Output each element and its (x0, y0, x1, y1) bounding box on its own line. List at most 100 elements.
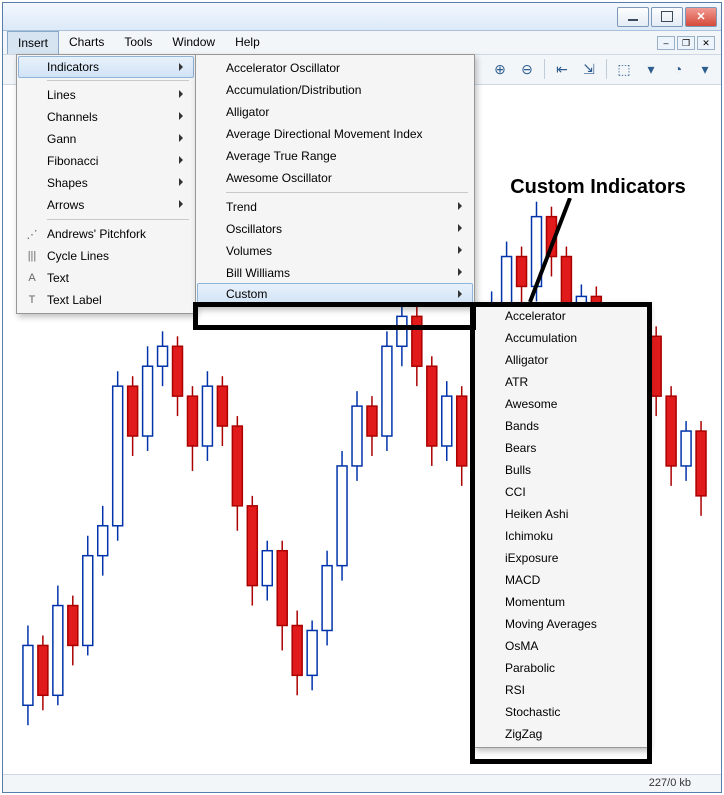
indicators-item-custom[interactable]: Custom (197, 283, 473, 305)
menu-item-label: Ichimoku (505, 529, 553, 543)
insert-item-arrows[interactable]: Arrows (19, 194, 193, 216)
submenu-arrow-icon (458, 202, 466, 210)
indicators-item-awesome-oscillator[interactable]: Awesome Oscillator (198, 167, 472, 189)
close-button[interactable] (685, 7, 717, 27)
insert-item-text-label[interactable]: T Text Label (19, 289, 193, 311)
menu-item-label: iExposure (505, 551, 558, 565)
insert-item-andrews-pitchfork[interactable]: ⋰Andrews' Pitchfork (19, 223, 193, 245)
menu-item-label: Accumulation/Distribution (226, 83, 361, 97)
custom-item-bulls[interactable]: Bulls (477, 459, 645, 481)
titlebar (3, 3, 721, 31)
insert-item-channels[interactable]: Channels (19, 106, 193, 128)
custom-indicators-submenu: AcceleratorAccumulation Alligator ATR Aweso… (474, 302, 648, 748)
menu-tools[interactable]: Tools (114, 31, 162, 54)
menu-item-label: Text (47, 271, 69, 285)
indicators-item-bill-williams[interactable]: Bill Williams (198, 262, 472, 284)
menu-item-label: Parabolic (505, 661, 555, 675)
menu-item-label: Bands (505, 419, 539, 433)
custom-item-rsi[interactable]: RSI (477, 679, 645, 701)
indicators-item-alligator[interactable]: Alligator (198, 101, 472, 123)
shift-icon[interactable]: ⇲ (579, 59, 599, 79)
insert-item-gann[interactable]: Gann (19, 128, 193, 150)
custom-item-momentum[interactable]: Momentum (477, 591, 645, 613)
menubar: InsertChartsToolsWindowHelp (3, 31, 721, 55)
indicators-item-accumulation-distribution[interactable]: Accumulation/Distribution (198, 79, 472, 101)
menu-window[interactable]: Window (162, 31, 225, 54)
indicators-item-average-directional-movement-index[interactable]: Average Directional Movement Index (198, 123, 472, 145)
custom-item-accumulation[interactable]: Accumulation (477, 327, 645, 349)
menu-item-label: Bill Williams (226, 266, 290, 280)
menu-item-label: ZigZag (505, 727, 542, 741)
menu-item-label: MACD (505, 573, 540, 587)
indicators-item-average-true-range[interactable]: Average True Range (198, 145, 472, 167)
custom-item-iexposure[interactable]: iExposure (477, 547, 645, 569)
menu-item-label: Lines (47, 88, 76, 102)
zoom-in-icon[interactable]: ⊕ (490, 59, 510, 79)
periodicity-icon[interactable]: ▾ (641, 59, 661, 79)
menu-item-label: Accelerator Oscillator (226, 61, 340, 75)
minimize-button[interactable] (617, 7, 649, 27)
menu-item-label: Trend (226, 200, 257, 214)
custom-item-ichimoku[interactable]: Ichimoku (477, 525, 645, 547)
custom-item-accelerator[interactable]: Accelerator (477, 305, 645, 327)
insert-item-cycle-lines[interactable]: |||Cycle Lines (19, 245, 193, 267)
menu-help[interactable]: Help (225, 31, 270, 54)
zoom-out-icon[interactable]: ⊖ (517, 59, 537, 79)
custom-item-stochastic[interactable]: Stochastic (477, 701, 645, 723)
custom-item-heiken-ashi[interactable]: Heiken Ashi (477, 503, 645, 525)
text-icon: A (24, 272, 40, 284)
indicators-item-accelerator-oscillator[interactable]: Accelerator Oscillator (198, 57, 472, 79)
submenu-arrow-icon (179, 178, 187, 186)
indicators-item-volumes[interactable]: Volumes (198, 240, 472, 262)
menu-item-label: CCI (505, 485, 526, 499)
insert-item-shapes[interactable]: Shapes (19, 172, 193, 194)
menu-item-label: Custom (226, 287, 267, 301)
andrews-pitchfork-icon: ⋰ (24, 228, 40, 241)
custom-item-parabolic[interactable]: Parabolic (477, 657, 645, 679)
custom-item-cci[interactable]: CCI (477, 481, 645, 503)
custom-item-zigzag[interactable]: ZigZag (477, 723, 645, 745)
custom-item-bands[interactable]: Bands (477, 415, 645, 437)
insert-item-indicators[interactable]: Indicators (18, 56, 194, 78)
menu-item-label: Indicators (47, 60, 99, 74)
menu-insert[interactable]: Insert (7, 31, 59, 54)
toolbar-separator (544, 59, 545, 79)
scroll-icon[interactable]: ⇤ (552, 59, 572, 79)
indicators-icon[interactable]: ⬚ (614, 59, 634, 79)
mdi-close-button[interactable]: ✕ (697, 36, 715, 50)
menu-item-label: Average Directional Movement Index (226, 127, 423, 141)
templates-icon[interactable]: ◔ (668, 59, 688, 79)
dropdown-icon[interactable]: ▾ (695, 59, 715, 79)
custom-item-atr[interactable]: ATR (477, 371, 645, 393)
menu-item-label: Awesome (505, 397, 557, 411)
maximize-button[interactable] (651, 7, 683, 27)
insert-item-text[interactable]: A Text (19, 267, 193, 289)
text-label-icon: T (24, 294, 40, 306)
menu-item-label: Awesome Oscillator (226, 171, 332, 185)
insert-item-fibonacci[interactable]: Fibonacci (19, 150, 193, 172)
custom-item-moving-averages[interactable]: Moving Averages (477, 613, 645, 635)
mdi-minimize-button[interactable]: – (657, 36, 675, 50)
indicators-item-oscillators[interactable]: Oscillators (198, 218, 472, 240)
mdi-restore-button[interactable]: ❐ (677, 36, 695, 50)
menu-separator (226, 192, 468, 193)
menu-item-label: Moving Averages (505, 617, 597, 631)
custom-item-macd[interactable]: MACD (477, 569, 645, 591)
custom-item-awesome[interactable]: Awesome (477, 393, 645, 415)
menu-charts[interactable]: Charts (59, 31, 114, 54)
menu-item-label: Channels (47, 110, 98, 124)
menu-item-label: OsMA (505, 639, 538, 653)
custom-item-osma[interactable]: OsMA (477, 635, 645, 657)
submenu-arrow-icon (179, 90, 187, 98)
menu-item-label: Cycle Lines (47, 249, 109, 263)
insert-item-lines[interactable]: Lines (19, 84, 193, 106)
menu-item-label: Alligator (505, 353, 548, 367)
custom-item-bears[interactable]: Bears (477, 437, 645, 459)
menu-item-label: Volumes (226, 244, 272, 258)
submenu-arrow-icon (458, 224, 466, 232)
indicators-item-trend[interactable]: Trend (198, 196, 472, 218)
submenu-arrow-icon (458, 268, 466, 276)
menu-item-label: Text Label (47, 293, 102, 307)
custom-item-alligator[interactable]: Alligator (477, 349, 645, 371)
menu-item-label: Stochastic (505, 705, 560, 719)
